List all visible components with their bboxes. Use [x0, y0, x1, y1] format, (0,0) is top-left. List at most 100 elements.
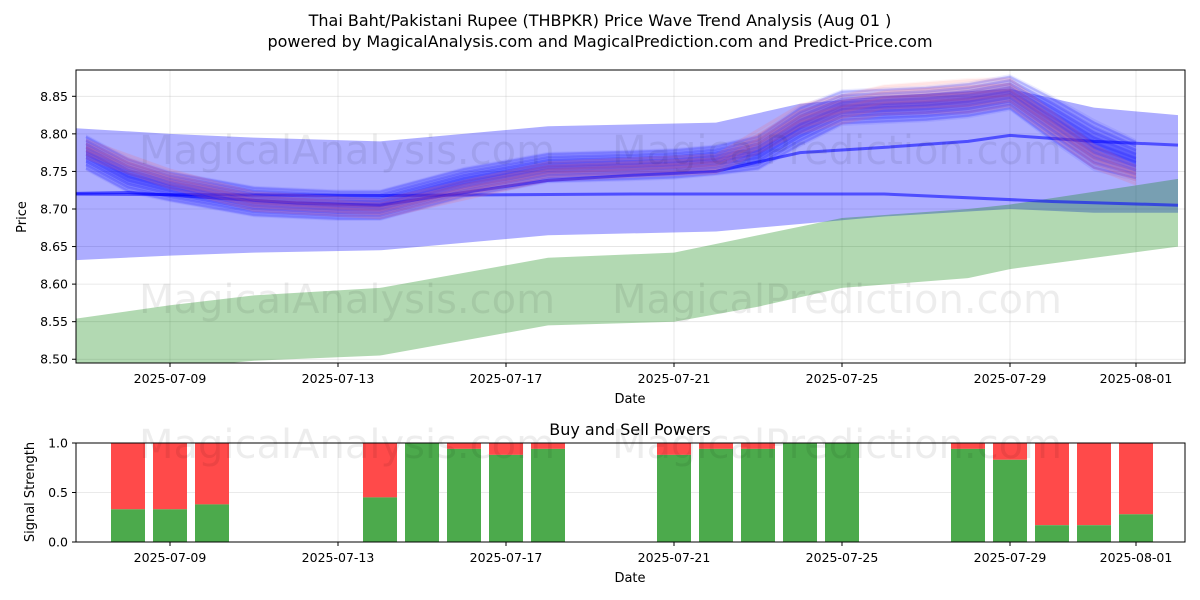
buy-power-bar: [657, 454, 691, 542]
watermark-analysis-bottom: MagicalAnalysis.com: [139, 422, 555, 468]
blue-wave-band: [86, 78, 1136, 209]
watermark-analysis-top: MagicalAnalysis.com: [139, 128, 555, 174]
price-x-tick-label: 2025-08-01: [1100, 371, 1173, 386]
blue-wave-band: [86, 90, 1136, 220]
chart-title-line-1: Thai Baht/Pakistani Rupee (THBPKR) Price…: [308, 11, 892, 30]
blue-wave-band: [86, 82, 1136, 213]
price-y-axis-label: Price: [15, 201, 30, 233]
blue-wave-line: [85, 82, 1137, 199]
price-y-tick-label: 8.55: [40, 314, 68, 329]
signal-axis-ticks: 2025-07-09 2025-07-13 2025-07-17 2025-07-21…: [48, 436, 1172, 566]
red-wave-line: [85, 104, 1137, 220]
blue-wave-band: [86, 88, 1136, 218]
sell-power-bar: [153, 443, 187, 510]
sell-power-bar: [447, 443, 481, 449]
price-plot-frame: [75, 69, 1186, 364]
signal-bars: [111, 443, 1153, 542]
price-x-tick-label: 2025-07-17: [470, 371, 543, 386]
signal-x-tick-label: 2025-07-17: [470, 550, 543, 565]
red-wave-line: [85, 88, 1137, 209]
buy-power-bar: [951, 448, 985, 542]
sell-power-bar: [1077, 443, 1111, 526]
buy-power-bar: [699, 448, 733, 542]
signal-x-tick-label: 2025-07-25: [806, 550, 879, 565]
sell-power-bar: [1035, 443, 1069, 526]
signal-x-tick-label: 2025-07-21: [638, 550, 711, 565]
price-x-tick-label: 2025-07-29: [974, 371, 1047, 386]
sell-power-bar: [951, 443, 985, 449]
blue-wave-line: [85, 106, 1137, 221]
buy-power-bar: [195, 504, 229, 542]
buy-power-bar: [405, 443, 439, 542]
buy-power-bar: [531, 448, 565, 542]
signal-x-tick-label: 2025-07-09: [134, 550, 207, 565]
red-wave-line: [85, 93, 1137, 213]
signal-x-tick-label: 2025-07-29: [974, 550, 1047, 565]
signal-panel: Buy and Sell Powers MagicalAnalysis.com …: [23, 420, 1186, 586]
blue-wave-band: [86, 74, 1136, 206]
sell-power-bar: [657, 443, 691, 455]
signal-x-axis-label: Date: [614, 571, 645, 586]
blue-wave-line: [85, 89, 1137, 205]
signal-x-tick-label: 2025-08-01: [1100, 550, 1173, 565]
buy-power-bar: [153, 509, 187, 542]
price-y-tick-label: 8.75: [40, 164, 68, 179]
buy-power-bar: [993, 459, 1027, 542]
blue-wave-line: [85, 75, 1137, 193]
buy-power-bar: [1077, 525, 1111, 542]
red-wave-line: [85, 83, 1137, 205]
signal-y-tick-label: 1.0: [48, 436, 68, 451]
blue-trend-line: [76, 192, 1179, 207]
watermark-prediction-bottom: MagicalPrediction.com: [612, 422, 1062, 468]
price-x-tick-label: 2025-07-09: [134, 371, 207, 386]
buy-power-bar: [1035, 525, 1069, 542]
blue-wave-band: [86, 84, 1136, 215]
price-y-tick-label: 8.60: [40, 277, 68, 292]
price-x-tick-label: 2025-07-21: [638, 371, 711, 386]
signal-x-tick-label: 2025-07-13: [302, 550, 375, 565]
price-grid: [76, 70, 1185, 363]
price-y-tick-label: 8.80: [40, 126, 68, 141]
buy-power-bar: [363, 497, 397, 542]
sell-power-bar: [363, 443, 397, 498]
sell-power-bar: [993, 443, 1027, 460]
price-x-axis-label: Date: [614, 392, 645, 407]
sell-power-bar: [111, 443, 145, 510]
watermark-analysis-middle: MagicalAnalysis.com: [139, 277, 555, 323]
blue-wave-line: [85, 92, 1137, 208]
red-wave-line: [85, 99, 1137, 216]
blue-wave-band: [86, 86, 1136, 216]
buy-power-bar: [741, 448, 775, 542]
blue-wave-line: [85, 103, 1137, 217]
green-forecast-band: [76, 178, 1178, 363]
watermark-prediction-top: MagicalPrediction.com: [612, 128, 1062, 174]
blue-wave-line: [85, 96, 1137, 211]
signal-y-tick-label: 0.5: [48, 485, 68, 500]
watermark-prediction-middle: MagicalPrediction.com: [612, 277, 1062, 323]
buy-power-bar: [447, 448, 481, 542]
red-wave-line: [85, 77, 1137, 202]
blue-wave-line: [85, 78, 1137, 196]
chart-title-line-2: powered by MagicalAnalysis.com and Magic…: [267, 32, 932, 51]
signal-y-tick-label: 0.0: [48, 535, 68, 550]
blue-wave-band: [86, 80, 1136, 211]
price-x-tick-label: 2025-07-13: [302, 371, 375, 386]
price-waves: [76, 74, 1179, 221]
sell-power-bar: [531, 443, 565, 449]
signal-y-axis-label: Signal Strength: [23, 442, 38, 542]
blue-wave-line: [85, 85, 1137, 202]
sell-power-bar: [699, 443, 733, 449]
buy-power-bar: [825, 443, 859, 542]
price-panel: MagicalAnalysis.com MagicalPrediction.co…: [15, 69, 1186, 407]
signal-panel-title: Buy and Sell Powers: [549, 420, 711, 439]
sell-power-bar: [195, 443, 229, 505]
buy-power-bar: [111, 509, 145, 542]
blue-wave-line: [85, 99, 1137, 214]
price-y-tick-label: 8.65: [40, 239, 68, 254]
blue-wave-band: [86, 76, 1136, 207]
price-plot-area: [76, 70, 1185, 363]
buy-power-bar: [783, 443, 817, 542]
sell-power-bar: [1119, 443, 1153, 515]
buy-power-bar: [1119, 514, 1153, 542]
